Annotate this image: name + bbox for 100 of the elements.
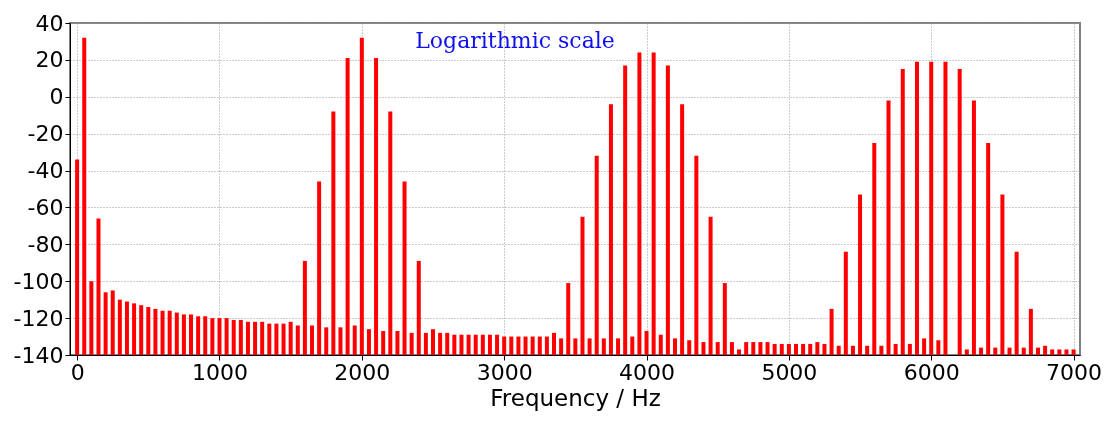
y-tick-label: -40 [27,158,64,184]
bar [552,332,556,355]
x-tick-label: 2000 [334,359,391,385]
bar [687,340,692,355]
bar [630,336,635,355]
bar [153,308,158,355]
x-axis-title: Frequency / Hz [490,384,661,411]
bar [124,301,129,355]
annotation: Logarithmic scale [415,28,615,53]
bar [103,292,108,355]
bar [174,312,179,355]
bar [395,331,400,355]
bar [160,310,165,355]
bar [637,52,642,355]
bar [794,343,798,355]
bar [843,251,848,355]
bar [82,37,87,355]
bar [936,340,941,355]
bar [744,342,749,355]
bar [374,58,379,355]
bar [96,218,101,355]
bar [772,343,777,355]
bar [331,111,336,355]
bar [900,69,905,355]
bar [260,321,265,355]
bar [729,342,734,355]
bar [132,303,137,355]
bar [338,327,343,355]
bar [829,308,834,355]
bar [217,318,222,355]
bar [324,327,329,355]
bar [409,332,414,355]
bar [438,332,443,355]
bar [715,342,720,355]
y-tick-label: 20 [35,47,64,73]
bar [509,336,514,355]
bar [402,181,407,355]
bar [1014,251,1019,355]
bar [537,336,542,355]
bar [345,58,350,355]
bar [765,342,770,355]
x-tick-label: 7000 [1046,359,1103,385]
bar [139,305,144,355]
bar [89,281,94,355]
bar [1021,347,1026,355]
bar [1007,347,1012,355]
y-tick-label: -20 [27,121,64,147]
bar [75,159,80,355]
bar [1057,349,1062,355]
y-tick-label: -120 [13,305,64,331]
bar [1028,308,1033,355]
bar [850,345,855,355]
y-tick-label: -60 [27,194,64,220]
bar [623,65,628,355]
bar [680,104,685,355]
x-tick-label: 1000 [191,359,248,385]
bar [566,283,571,355]
bar [253,321,258,355]
bar [929,61,934,355]
bar [281,323,286,355]
bar [608,104,613,355]
bar [979,347,984,355]
y-tick-label: -100 [13,268,64,294]
bar [267,323,272,355]
bar [459,334,464,355]
bar [1071,349,1076,355]
bar [181,314,186,355]
bar [210,318,215,355]
bar [786,343,791,355]
bar [416,260,421,355]
bar [872,142,877,355]
bar [288,321,293,355]
bar [544,336,549,355]
bar [993,347,998,355]
bar [836,345,841,355]
bar [1000,194,1005,355]
bar [110,290,115,355]
bar [886,100,891,355]
bar [964,349,969,355]
bar [473,334,478,355]
bar [808,343,813,355]
bar [922,338,927,355]
bar [245,321,250,355]
bar [317,181,322,355]
y-tick-label: 0 [49,84,64,110]
y-tick-label: -140 [13,342,64,368]
bar [502,336,507,355]
bar [295,325,300,355]
bar [352,325,357,355]
bar [530,336,535,355]
y-tick-label: -80 [27,231,64,257]
bar [594,155,599,355]
bar [801,343,806,355]
bar [1043,345,1048,355]
bar [466,334,471,355]
bar [971,100,976,355]
x-tick-label: 3000 [476,359,533,385]
bar [1035,347,1040,355]
x-tick-label: 5000 [761,359,818,385]
bar [751,342,756,355]
